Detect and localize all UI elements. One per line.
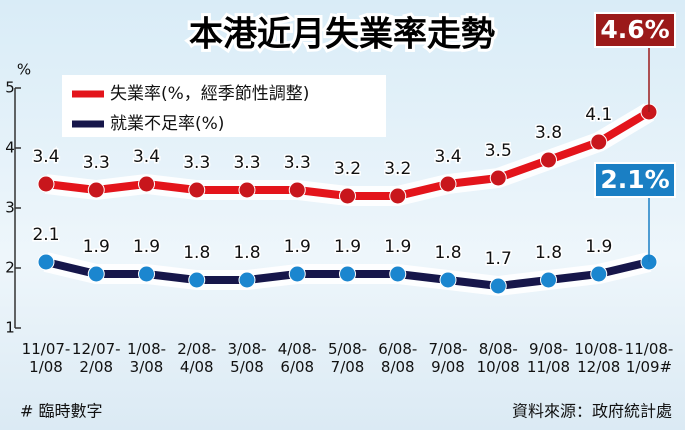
point xyxy=(489,277,507,295)
point xyxy=(389,265,407,283)
data-label: 3.2 xyxy=(334,159,361,179)
point xyxy=(540,271,557,289)
point xyxy=(87,265,105,283)
point xyxy=(288,265,306,283)
data-label: 1.8 xyxy=(434,243,461,263)
data-label: 3.4 xyxy=(32,147,59,167)
point xyxy=(540,151,557,169)
data-label: 3.3 xyxy=(233,153,260,173)
point xyxy=(439,175,457,193)
legend-label: 就業不足率(%) xyxy=(110,114,224,134)
point xyxy=(238,271,256,289)
x-tick-label: 2/08- 4/08 xyxy=(177,340,217,376)
point xyxy=(439,271,457,289)
point xyxy=(590,133,608,151)
data-label: 1.9 xyxy=(384,237,411,257)
y-axis-label: % xyxy=(17,61,31,79)
callout-box xyxy=(594,162,676,198)
data-label: 3.3 xyxy=(83,153,110,173)
x-tick-label: 1/08- 3/08 xyxy=(126,340,167,376)
point xyxy=(37,253,55,271)
data-label: 1.9 xyxy=(133,237,160,257)
x-tick-label: 12/07- 2/08 xyxy=(71,340,121,376)
x-tick-label: 9/08- 11/08 xyxy=(526,340,571,376)
footnote: # 臨時數字 xyxy=(20,402,103,421)
y-tick-label: 4 xyxy=(5,139,15,157)
legend-box xyxy=(62,75,386,137)
data-label: 1.9 xyxy=(83,237,110,257)
data-label: 3.5 xyxy=(485,141,512,161)
point xyxy=(188,181,206,199)
y-tick-label: 1 xyxy=(5,319,15,337)
point xyxy=(389,187,407,205)
point xyxy=(590,265,608,283)
x-tick-label: 10/08- 12/08 xyxy=(574,340,624,376)
source: 資料來源：政府統計處 xyxy=(512,402,672,421)
x-tick-label: 4/08- 6/08 xyxy=(277,340,317,376)
x-tick-label: 6/08- 8/08 xyxy=(378,340,418,376)
x-tick-label: 7/08- 9/08 xyxy=(428,340,468,376)
data-label: 4.1 xyxy=(585,105,612,125)
data-label: 3.2 xyxy=(384,159,411,179)
data-label: 3.3 xyxy=(183,153,210,173)
x-tick-label: 3/08- 5/08 xyxy=(227,340,267,376)
x-tick-label: 5/08- 7/08 xyxy=(327,340,368,376)
y-tick-label: 2 xyxy=(5,259,15,277)
point xyxy=(87,181,105,199)
point xyxy=(188,271,206,289)
data-label: 4.6% xyxy=(600,15,669,44)
data-label: 3.3 xyxy=(284,153,311,173)
point xyxy=(489,169,507,187)
data-label: 3.4 xyxy=(434,147,461,167)
point xyxy=(138,175,155,193)
data-label: 3.8 xyxy=(535,123,562,143)
legend-label: 失業率(%，經季節性調整) xyxy=(110,84,309,104)
data-label: 1.8 xyxy=(183,243,210,263)
point xyxy=(37,175,55,193)
data-label: 2.1% xyxy=(600,165,669,194)
chart-title: 本港近月失業率走勢 xyxy=(189,15,495,55)
point xyxy=(339,187,356,205)
data-label: 1.7 xyxy=(485,249,512,269)
y-tick-label: 5 xyxy=(5,79,15,97)
data-label: 2.1 xyxy=(32,225,59,245)
point xyxy=(288,181,306,199)
data-label: 1.9 xyxy=(284,237,311,257)
point xyxy=(138,265,155,283)
data-label: 3.4 xyxy=(133,147,160,167)
x-tick-label: 11/08- 1/09# xyxy=(624,340,674,376)
point xyxy=(339,265,356,283)
callout-box xyxy=(594,12,676,48)
data-label: 1.9 xyxy=(585,237,612,257)
x-tick-label: 11/07- 1/08 xyxy=(21,340,71,376)
data-label: 1.9 xyxy=(334,237,361,257)
data-label: 1.8 xyxy=(535,243,562,263)
point xyxy=(238,181,256,199)
y-tick-label: 3 xyxy=(5,199,15,217)
x-tick-label: 8/08- 10/08 xyxy=(476,340,520,376)
data-label: 1.8 xyxy=(233,243,260,263)
